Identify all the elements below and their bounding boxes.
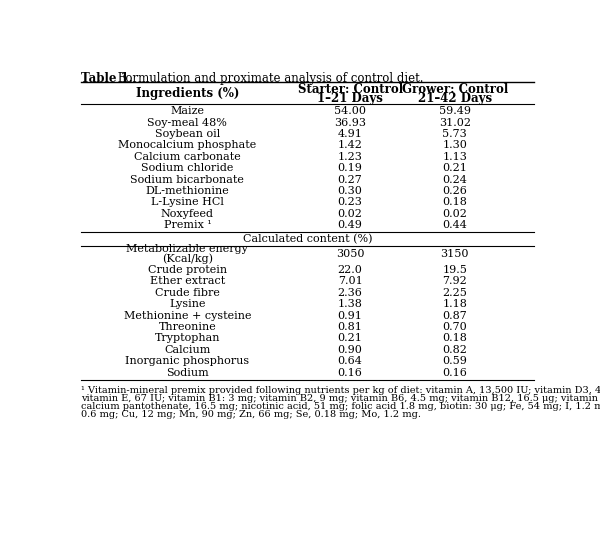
Text: 0.44: 0.44 (442, 220, 467, 230)
Text: Inorganic phosphorus: Inorganic phosphorus (125, 356, 250, 366)
Text: Starter: Control: Starter: Control (298, 83, 403, 96)
Text: Calcium: Calcium (164, 345, 211, 355)
Text: 36.93: 36.93 (334, 118, 366, 128)
Text: (Kcal/kg): (Kcal/kg) (162, 253, 213, 264)
Text: 0.70: 0.70 (442, 322, 467, 332)
Text: Premix ¹: Premix ¹ (163, 220, 211, 230)
Text: Crude protein: Crude protein (148, 265, 227, 275)
Text: 3150: 3150 (440, 249, 469, 259)
Text: 1.18: 1.18 (442, 299, 467, 309)
Text: 1.42: 1.42 (338, 140, 362, 151)
Text: 0.27: 0.27 (338, 174, 362, 185)
Text: 4.91: 4.91 (338, 129, 362, 139)
Text: 31.02: 31.02 (439, 118, 471, 128)
Text: Methionine + cysteine: Methionine + cysteine (124, 311, 251, 321)
Text: 7.01: 7.01 (338, 277, 362, 286)
Text: Tryptophan: Tryptophan (155, 333, 220, 343)
Text: 0.64: 0.64 (338, 356, 362, 366)
Text: Formulation and proximate analysis of control diet.: Formulation and proximate analysis of co… (114, 72, 423, 86)
Text: 7.92: 7.92 (442, 277, 467, 286)
Text: calcium pantothenate, 16.5 mg; nicotinic acid, 51 mg; folic acid 1.8 mg, biotin:: calcium pantothenate, 16.5 mg; nicotinic… (81, 402, 600, 411)
Text: 0.26: 0.26 (442, 186, 467, 196)
Text: 1.30: 1.30 (442, 140, 467, 151)
Text: 2.25: 2.25 (442, 288, 467, 298)
Text: 0.81: 0.81 (338, 322, 362, 332)
Text: Noxyfeed: Noxyfeed (161, 209, 214, 219)
Text: 0.21: 0.21 (338, 333, 362, 343)
Text: 59.49: 59.49 (439, 107, 471, 116)
Text: 0.87: 0.87 (442, 311, 467, 321)
Text: Ingredients (%): Ingredients (%) (136, 87, 239, 100)
Text: L-Lysine HCl: L-Lysine HCl (151, 198, 224, 208)
Text: 0.16: 0.16 (338, 368, 362, 378)
Text: Grower: Control: Grower: Control (401, 83, 508, 96)
Text: Lysine: Lysine (169, 299, 206, 309)
Text: 0.02: 0.02 (442, 209, 467, 219)
Text: 0.30: 0.30 (338, 186, 362, 196)
Text: 22.0: 22.0 (338, 265, 362, 275)
Text: Crude fibre: Crude fibre (155, 288, 220, 298)
Text: 19.5: 19.5 (442, 265, 467, 275)
Text: Threonine: Threonine (158, 322, 216, 332)
Text: ¹ Vitamin-mineral premix provided following nutrients per kg of diet: vitamin A,: ¹ Vitamin-mineral premix provided follow… (81, 386, 600, 395)
Text: 0.90: 0.90 (338, 345, 362, 355)
Text: 2.36: 2.36 (338, 288, 362, 298)
Text: Calculated content (%): Calculated content (%) (243, 234, 372, 245)
Text: 0.24: 0.24 (442, 174, 467, 185)
Text: Ether extract: Ether extract (150, 277, 225, 286)
Text: Soybean oil: Soybean oil (155, 129, 220, 139)
Text: Maize: Maize (170, 107, 205, 116)
Text: 1.23: 1.23 (338, 152, 362, 162)
Text: 0.18: 0.18 (442, 333, 467, 343)
Text: 5.73: 5.73 (442, 129, 467, 139)
Text: DL-methionine: DL-methionine (146, 186, 229, 196)
Text: 21–42 Days: 21–42 Days (418, 92, 492, 105)
Text: 0.91: 0.91 (338, 311, 362, 321)
Text: vitamin E, 67 IU; vitamin B1: 3 mg; vitamin B2, 9 mg; vitamin B6, 4.5 mg; vitami: vitamin E, 67 IU; vitamin B1: 3 mg; vita… (81, 394, 600, 403)
Text: Calcium carbonate: Calcium carbonate (134, 152, 241, 162)
Text: Table 1.: Table 1. (81, 72, 133, 86)
Text: Sodium bicarbonate: Sodium bicarbonate (130, 174, 244, 185)
Text: 0.23: 0.23 (338, 198, 362, 208)
Text: 0.49: 0.49 (338, 220, 362, 230)
Text: 0.21: 0.21 (442, 163, 467, 173)
Text: 0.18: 0.18 (442, 198, 467, 208)
Text: Sodium: Sodium (166, 368, 209, 378)
Text: 0.19: 0.19 (338, 163, 362, 173)
Text: Sodium chloride: Sodium chloride (141, 163, 233, 173)
Text: 54.00: 54.00 (334, 107, 366, 116)
Text: 0.6 mg; Cu, 12 mg; Mn, 90 mg; Zn, 66 mg; Se, 0.18 mg; Mo, 1.2 mg.: 0.6 mg; Cu, 12 mg; Mn, 90 mg; Zn, 66 mg;… (81, 410, 421, 420)
Text: 1.38: 1.38 (338, 299, 362, 309)
Text: 0.02: 0.02 (338, 209, 362, 219)
Text: Soy-meal 48%: Soy-meal 48% (148, 118, 227, 128)
Text: 0.82: 0.82 (442, 345, 467, 355)
Text: 0.16: 0.16 (442, 368, 467, 378)
Text: 1–21 Days: 1–21 Days (317, 92, 383, 105)
Text: 3050: 3050 (336, 249, 364, 259)
Text: 0.59: 0.59 (442, 356, 467, 366)
Text: Monocalcium phosphate: Monocalcium phosphate (118, 140, 257, 151)
Text: 1.13: 1.13 (442, 152, 467, 162)
Text: Metabolizable energy: Metabolizable energy (127, 245, 248, 254)
